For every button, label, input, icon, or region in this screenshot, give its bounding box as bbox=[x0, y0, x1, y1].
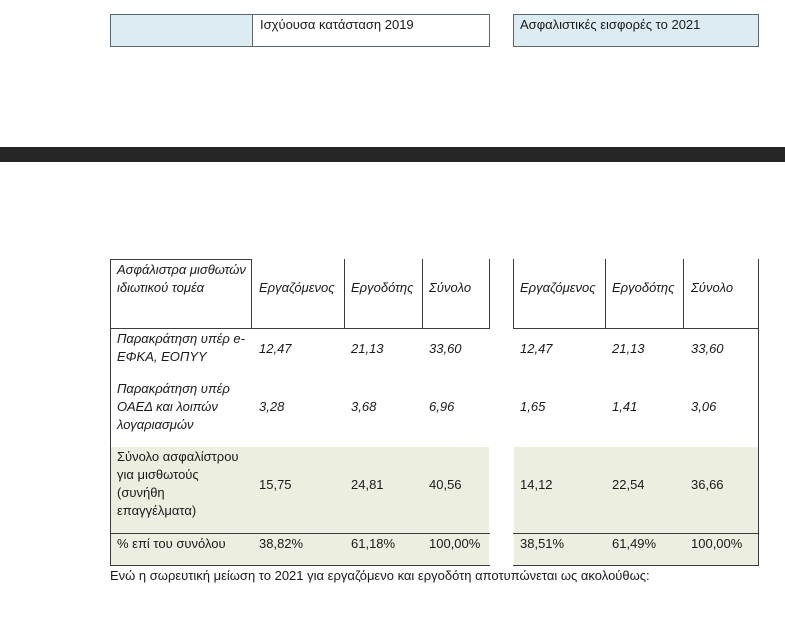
cell-total-total-2021: 36,66 bbox=[691, 477, 724, 492]
cell-total-total-2019: 40,56 bbox=[429, 477, 462, 492]
grid-line bbox=[605, 259, 606, 329]
cell-total-employer-2019: 24,81 bbox=[351, 477, 384, 492]
cell-efka-employer-2021: 21,13 bbox=[612, 341, 645, 356]
header-row-label: Ασφάλιστρα μισθωτών ιδιωτικού τομέα bbox=[117, 262, 246, 295]
grid-line bbox=[110, 328, 490, 329]
page-break-bar bbox=[0, 147, 785, 162]
cell-pct-total-2019: 100,00% bbox=[429, 536, 481, 551]
header-total-2021: Σύνολο bbox=[691, 280, 734, 295]
body-paragraph: Ενώ η σωρευτική μείωση το 2021 για εργαζ… bbox=[110, 568, 650, 583]
grid-line bbox=[110, 565, 490, 566]
cell-total-employee-2019: 15,75 bbox=[259, 477, 292, 492]
cell-pct-employer-2021: 61,49% bbox=[612, 536, 657, 551]
header-total-2019: Σύνολο bbox=[429, 280, 472, 295]
header-employee-2019: Εργαζόμενος bbox=[259, 280, 335, 295]
cell-efka-employee-2021: 12,47 bbox=[520, 341, 553, 356]
grid-line bbox=[513, 533, 759, 534]
cell-oaed-total-2019: 6,96 bbox=[429, 399, 455, 414]
cell-efka-total-2019: 33,60 bbox=[429, 341, 462, 356]
grid-line bbox=[344, 259, 345, 329]
cell-pct-employer-2019: 61,18% bbox=[351, 536, 396, 551]
header-employee-2021: Εργαζόμενος bbox=[520, 280, 596, 295]
header-right-period-cell bbox=[513, 14, 759, 47]
row-label-total-contribution: Σύνολο ασφαλίστρου για μισθωτούς (συνήθη… bbox=[117, 449, 239, 518]
grid-line bbox=[110, 259, 252, 260]
cell-total-employee-2021: 14,12 bbox=[520, 477, 553, 492]
header-left-shaded-cell bbox=[110, 14, 253, 47]
header-left-period-label: Ισχύουσα κατάσταση 2019 bbox=[260, 17, 414, 32]
cell-total-employer-2021: 22,54 bbox=[612, 477, 645, 492]
cell-pct-total-2021: 100,00% bbox=[691, 536, 743, 551]
grid-line bbox=[758, 259, 759, 566]
grid-line bbox=[422, 259, 423, 329]
grid-line bbox=[513, 328, 759, 329]
cell-oaed-total-2021: 3,06 bbox=[691, 399, 717, 414]
header-left-period-cell bbox=[252, 14, 490, 47]
total-row-shade-left bbox=[111, 447, 489, 565]
grid-line bbox=[110, 259, 111, 566]
header-employer-2021: Εργοδότης bbox=[612, 280, 675, 295]
grid-line bbox=[251, 259, 252, 329]
row-label-percent: % επί του συνόλου bbox=[117, 536, 226, 551]
cell-pct-employee-2019: 38,82% bbox=[259, 536, 304, 551]
cell-efka-total-2021: 33,60 bbox=[691, 341, 724, 356]
cell-oaed-employer-2019: 3,68 bbox=[351, 399, 377, 414]
grid-line bbox=[110, 533, 490, 534]
header-employer-2019: Εργοδότης bbox=[351, 280, 414, 295]
row-label-efka: Παρακράτηση υπέρ e-ΕΦΚΑ, ΕΟΠΥΥ bbox=[117, 331, 245, 364]
cell-oaed-employee-2021: 1,65 bbox=[520, 399, 546, 414]
total-row-shade-right bbox=[514, 447, 758, 565]
row-label-oaed: Παρακράτηση υπέρ ΟΑΕΔ και λοιπών λογαρια… bbox=[117, 381, 230, 432]
header-right-period-label: Ασφαλιστικές εισφορές το 2021 bbox=[520, 17, 701, 32]
cell-efka-employer-2019: 21,13 bbox=[351, 341, 384, 356]
grid-line bbox=[489, 259, 490, 329]
cell-oaed-employee-2019: 3,28 bbox=[259, 399, 285, 414]
cell-oaed-employer-2021: 1,41 bbox=[612, 399, 638, 414]
grid-line bbox=[683, 259, 684, 329]
grid-line bbox=[513, 259, 514, 329]
cell-efka-employee-2019: 12,47 bbox=[259, 341, 292, 356]
grid-line bbox=[513, 565, 759, 566]
cell-pct-employee-2021: 38,51% bbox=[520, 536, 565, 551]
